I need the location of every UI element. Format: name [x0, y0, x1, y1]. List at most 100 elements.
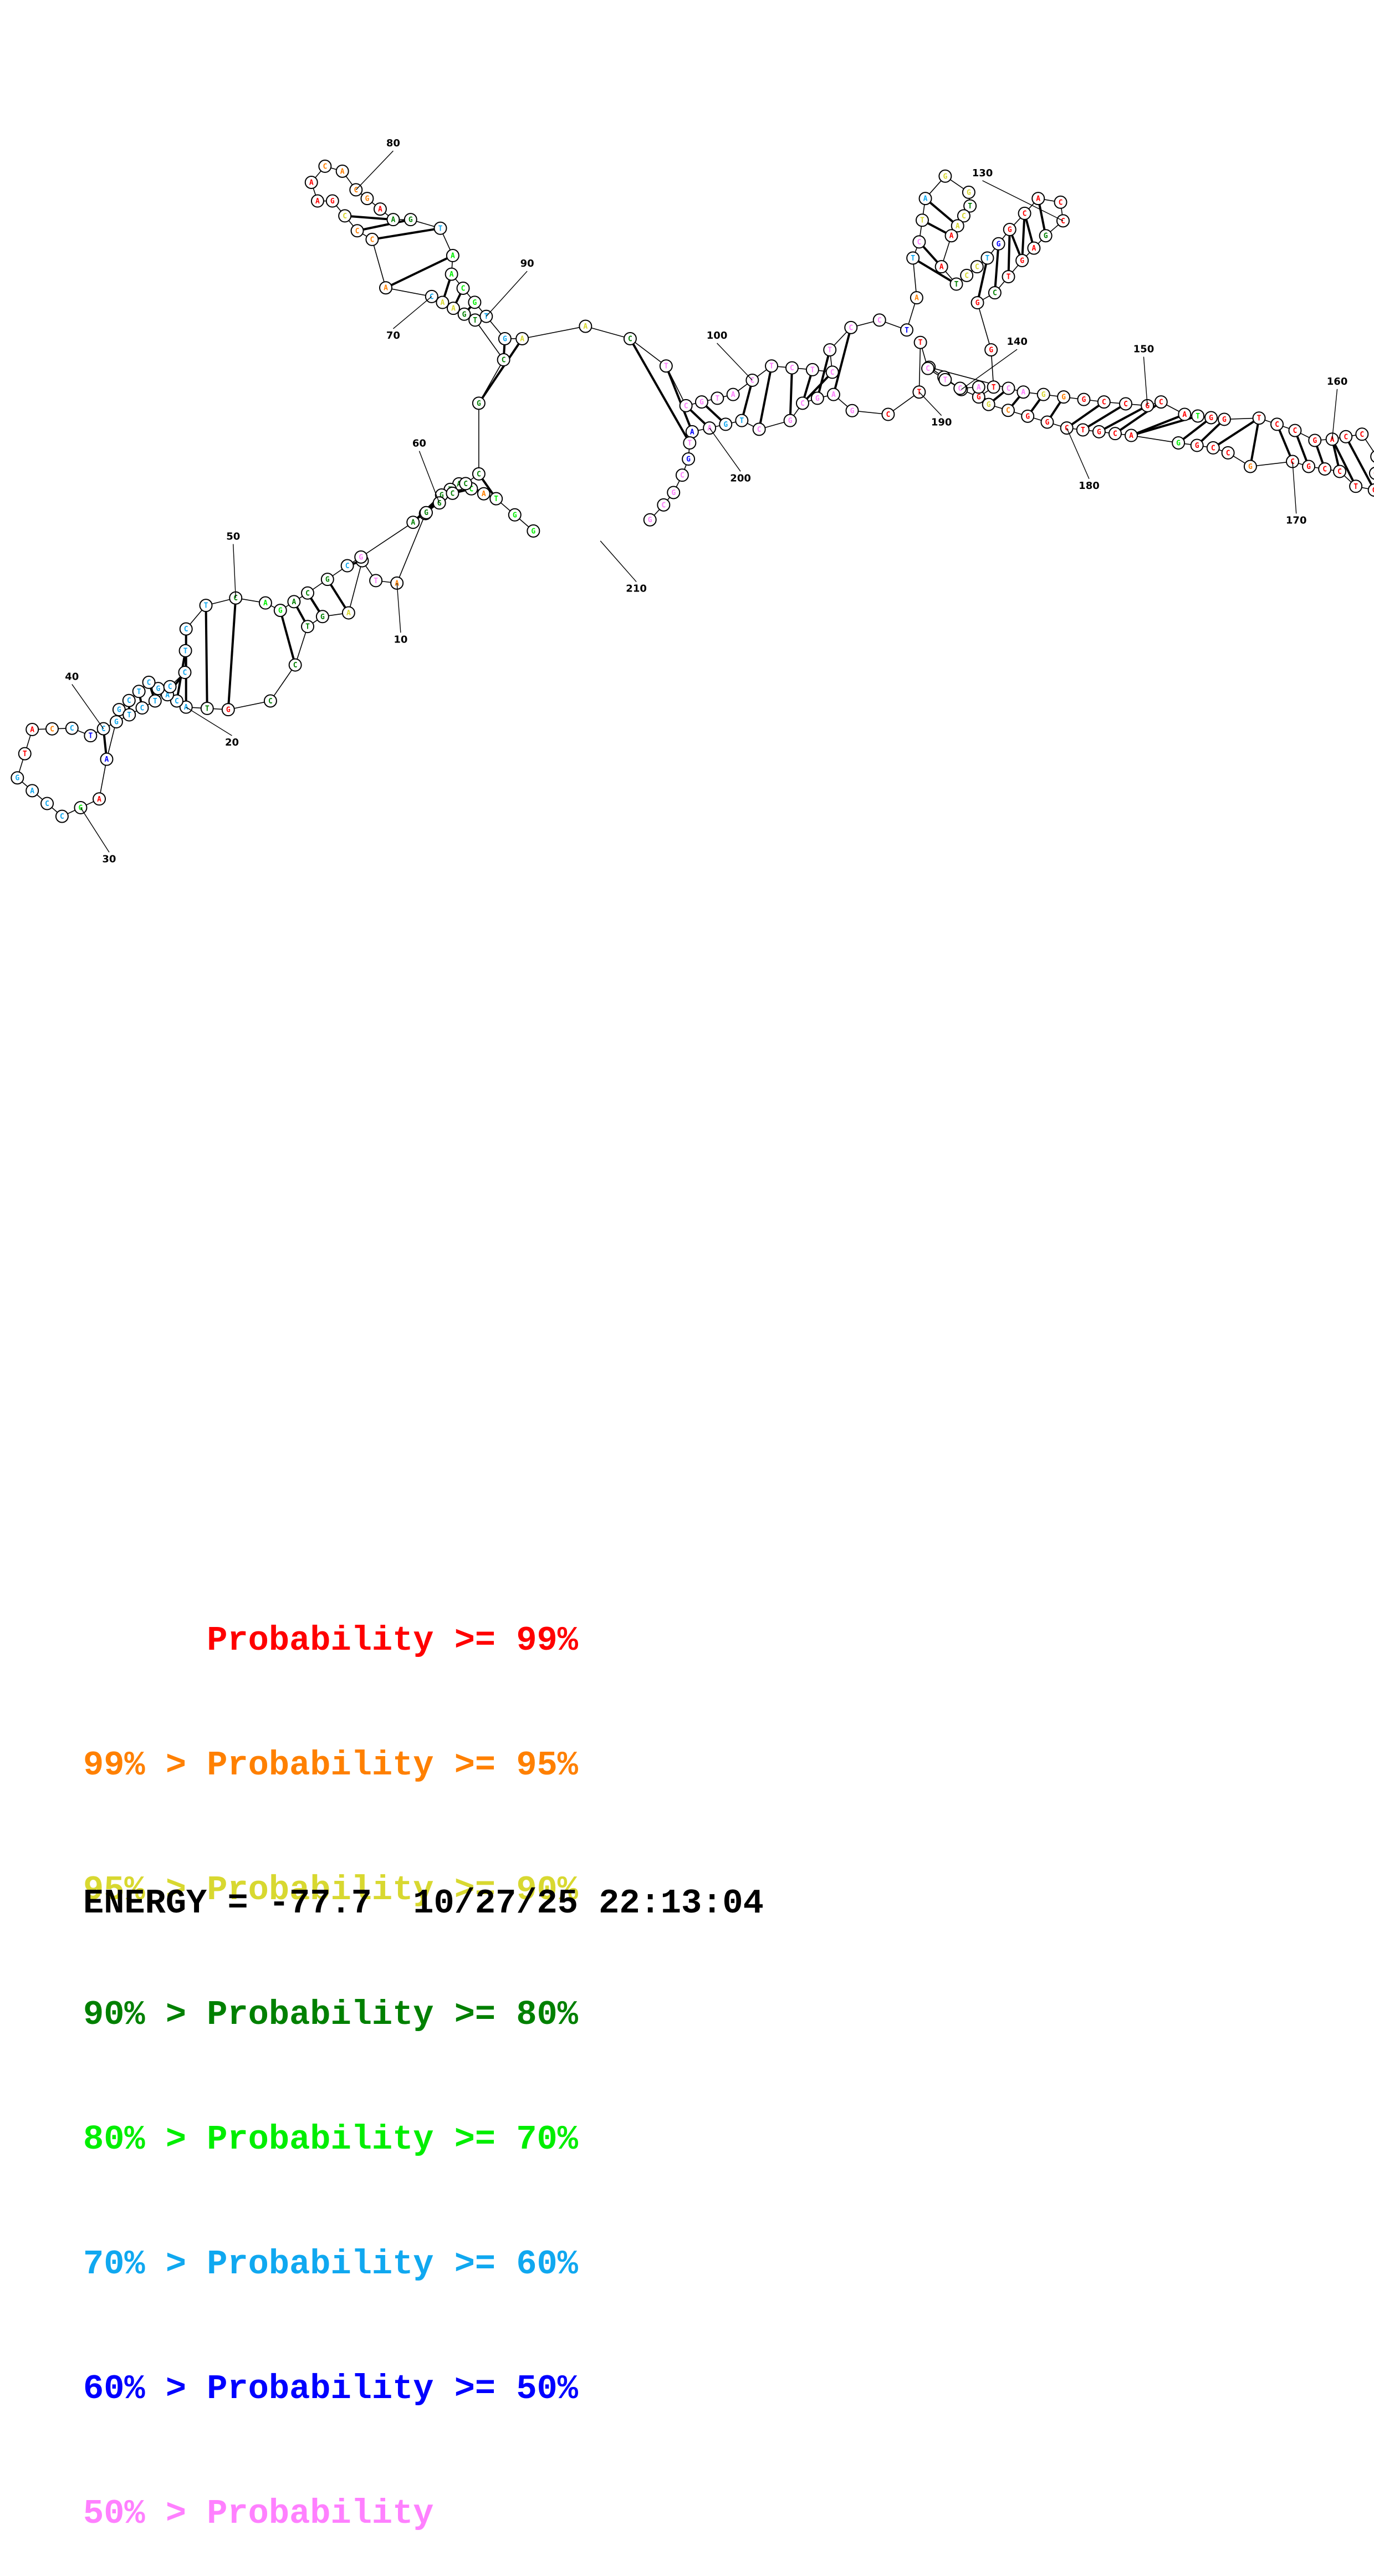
nucleotide-base-letter: G — [1195, 442, 1199, 450]
nucleotide-base-letter: A — [520, 335, 524, 343]
legend-line-p99: 99% > Probability >= 99% — [83, 1620, 578, 1661]
nucleotide: G — [1303, 460, 1315, 472]
nucleotide-base-letter: G — [699, 399, 704, 407]
backbone-segment — [1131, 436, 1178, 443]
backbone-segment — [522, 327, 585, 339]
nucleotide: C — [46, 723, 58, 735]
nucleotide: C — [882, 408, 894, 420]
nucleotide-base-letter: T — [664, 363, 668, 371]
nucleotide-base-letter: C — [849, 324, 853, 332]
position-label: 180 — [1079, 480, 1100, 492]
nucleotide-base-letter: C — [628, 335, 632, 343]
position-label-leader — [1293, 462, 1296, 514]
nucleotide-base-letter: C — [1293, 427, 1298, 435]
nucleotide: A — [686, 426, 698, 438]
base-pair-bond — [206, 605, 207, 708]
nucleotide: A — [478, 488, 490, 500]
legend-line-p80: 90% > Probability >= 80% — [83, 1994, 578, 2036]
nucleotide: T — [180, 645, 192, 657]
nucleotide-base-letter: C — [147, 679, 151, 687]
legend-prefix: 80% > — [83, 2120, 207, 2159]
nucleotide: C — [1098, 396, 1110, 408]
nucleotide: T — [901, 324, 913, 336]
base-pair-bond — [357, 220, 411, 231]
position-label: 10 — [394, 634, 407, 645]
nucleotide: G — [939, 170, 951, 182]
nucleotide-base-letter: C — [50, 725, 54, 733]
nucleotide: A — [1017, 386, 1029, 398]
nucleotide-base-letter: A — [1182, 411, 1187, 419]
nucleotide-base-letter: G — [1082, 396, 1086, 404]
nucleotide: A — [516, 333, 528, 345]
nucleotide-base-letter: T — [954, 280, 959, 289]
position-label-leader — [356, 151, 393, 190]
nucleotide: C — [913, 236, 925, 248]
nucleotide: T — [981, 252, 993, 264]
nucleotide: G — [985, 344, 997, 356]
nucleotide-base-letter: G — [1020, 257, 1024, 265]
nucleotide: A — [727, 389, 739, 401]
nucleotide-base-letter: C — [877, 317, 882, 325]
nucleotide-base-letter: A — [690, 428, 694, 436]
nucleotide: G — [644, 514, 656, 526]
nucleotide: A — [1028, 242, 1040, 254]
nucleotide: C — [1120, 397, 1132, 410]
energy-timestamp-line: ENERGY = -77.7 10/27/25 22:13:04 — [83, 1884, 764, 1923]
base-pair-bond — [1332, 439, 1356, 486]
nucleotide-base-letter: C — [1007, 385, 1011, 393]
nucleotide-base-letter: T — [183, 647, 188, 655]
nucleotide-base-letter: G — [156, 685, 160, 693]
nucleotide-base-letter: T — [1007, 273, 1011, 282]
base-pair-bond — [834, 328, 851, 395]
nucleotide-base-letter: A — [391, 216, 396, 225]
nucleotide-base-letter: T — [968, 202, 972, 211]
nucleotide-base-letter: T — [1196, 412, 1200, 421]
nucleotide-base-letter: A — [411, 519, 415, 527]
nucleotide-base-letter: C — [1322, 465, 1327, 473]
nucleotide-base-letter: A — [340, 167, 345, 176]
nucleotide-base-letter: C — [917, 238, 921, 247]
nucleotide: A — [288, 595, 300, 608]
nucleotide: C — [180, 623, 192, 635]
nucleotide-base-letter: G — [117, 706, 121, 715]
nucleotide: T — [84, 730, 96, 742]
nucleotide: G — [667, 486, 680, 498]
nucleotide-base-letter: C — [461, 284, 466, 293]
nucleotide: C — [624, 333, 636, 345]
nucleotide: T — [950, 278, 962, 290]
nucleotide-base-letter: A — [451, 305, 456, 313]
nucleotide-base-letter: C — [975, 263, 979, 272]
nucleotide-base-letter: G — [1176, 439, 1181, 447]
nucleotide-base-letter: G — [967, 188, 971, 197]
nucleotide: T — [1192, 410, 1204, 422]
nucleotide-base-letter: G — [226, 706, 231, 715]
nucleotide-base-letter: C — [1226, 449, 1230, 457]
nucleotide: C — [1109, 427, 1121, 440]
nucleotide-base-letter: C — [463, 480, 468, 488]
nucleotide-base-letter: G — [531, 527, 535, 535]
nucleotide: G — [1172, 437, 1184, 449]
legend-text: Probability >= 80% — [207, 1995, 578, 2034]
nucleotide-base-letter: C — [127, 697, 131, 705]
nucleotide: C — [1340, 431, 1352, 443]
base-pair-bond — [790, 368, 792, 421]
nucleotide-base-letter: G — [477, 400, 481, 408]
nucleotide-base-letter: C — [962, 212, 966, 221]
nucleotide-base-letter: G — [325, 576, 330, 584]
nucleotide: T — [765, 360, 778, 372]
nucleotide-base-letter: C — [45, 800, 49, 808]
base-pair-bond — [372, 228, 440, 239]
legend-prefix: 50% > — [83, 2494, 207, 2533]
probability-legend: 99% > Probability >= 99% 99% > Probabili… — [83, 1537, 578, 2576]
nucleotide: C — [1002, 404, 1014, 416]
nucleotide: C — [796, 397, 809, 409]
nucleotide: A — [436, 297, 448, 309]
nucleotide: C — [753, 423, 765, 435]
nucleotide-base-letter: G — [1222, 416, 1227, 424]
nucleotide-base-letter: C — [268, 697, 273, 706]
nucleotide: C — [1054, 196, 1066, 208]
nucleotide-base-letter: T — [127, 711, 131, 720]
nucleotide: C — [366, 233, 378, 246]
nucleotide-base-letter: C — [1006, 407, 1010, 415]
nucleotide-base-letter: G — [815, 395, 820, 403]
